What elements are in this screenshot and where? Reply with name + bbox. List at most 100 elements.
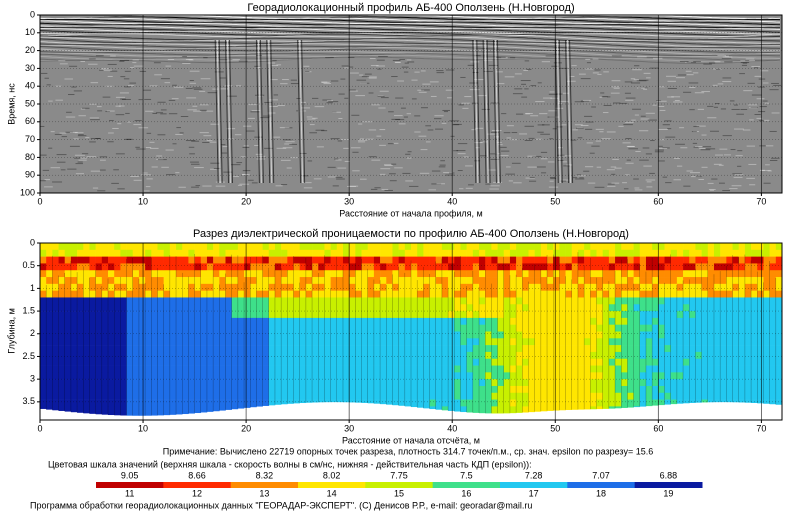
section-cell: [590, 324, 597, 332]
section-cell: [120, 392, 127, 400]
section-cell: [479, 256, 486, 264]
section-cell: [664, 317, 671, 325]
noise: [634, 114, 639, 116]
noise: [587, 182, 596, 184]
section-cell: [77, 379, 84, 387]
section-cell: [713, 331, 721, 339]
noise: [348, 66, 354, 68]
section-cell: [534, 249, 542, 257]
section-cell: [435, 345, 443, 353]
section-cell: [40, 277, 47, 285]
section-cell: [695, 263, 702, 271]
section-cell: [590, 249, 597, 257]
section-cell: [769, 351, 777, 360]
section-cell: [200, 358, 208, 366]
section-cell: [330, 365, 338, 373]
noise: [434, 118, 442, 120]
section-cell: [231, 311, 239, 319]
noise: [471, 129, 477, 131]
section-cell: [540, 351, 548, 360]
section-cell: [726, 283, 733, 291]
section-cell: [528, 324, 535, 332]
noise: [351, 114, 360, 116]
section-cell: [163, 331, 171, 339]
section-cell: [596, 311, 603, 319]
noise: [44, 186, 53, 188]
section-cell: [763, 249, 770, 257]
section-cell: [720, 243, 727, 251]
section-cell: [713, 379, 721, 387]
section-cell: [231, 379, 239, 387]
noise: [633, 178, 639, 180]
section-cell: [639, 379, 647, 387]
section-cell: [274, 304, 282, 312]
section-cell: [176, 256, 183, 264]
section-cell: [466, 385, 474, 394]
section-cell: [262, 243, 270, 251]
noise: [441, 122, 447, 124]
section-cell: [349, 331, 356, 339]
section-cell: [380, 297, 387, 305]
section-cell: [769, 304, 777, 312]
section-cell: [676, 345, 684, 353]
velocity-label: 8.32: [256, 470, 274, 480]
section-cell: [138, 290, 146, 298]
section-cell: [571, 243, 579, 251]
section-cell: [466, 399, 474, 407]
section-cell: [497, 311, 505, 319]
noise: [722, 77, 732, 79]
noise: [352, 170, 360, 172]
section-cell: [176, 283, 183, 291]
noise: [119, 92, 129, 94]
section-cell: [200, 297, 208, 305]
section-cell: [52, 263, 59, 271]
section-cell: [132, 290, 140, 298]
section-cell: [231, 399, 239, 407]
section-cell: [268, 351, 276, 360]
noise: [709, 189, 714, 191]
section-cell: [89, 365, 96, 373]
section-cell: [547, 256, 554, 264]
section-cell: [571, 263, 579, 271]
section-cell: [225, 277, 232, 285]
noise: [180, 115, 189, 117]
section-cell: [349, 277, 356, 285]
section-cell: [590, 297, 597, 305]
noise: [689, 109, 695, 111]
section-cell: [479, 324, 486, 332]
noise: [160, 109, 167, 111]
section-cell: [274, 379, 282, 387]
section-cell: [305, 351, 313, 360]
noise: [335, 159, 342, 161]
section-cell: [534, 392, 542, 400]
section-cell: [454, 385, 461, 394]
noise: [395, 97, 404, 99]
section-cell: [404, 385, 412, 394]
section-cell: [701, 358, 709, 366]
section-cell: [775, 249, 783, 257]
section-cell: [237, 345, 245, 353]
noise: [545, 55, 555, 57]
section-cell: [441, 317, 449, 325]
section-cell: [206, 399, 214, 407]
section-cell: [757, 263, 764, 271]
noise: [313, 178, 322, 180]
section-cell: [145, 351, 152, 360]
section-cell: [355, 324, 362, 332]
section-cell: [565, 385, 573, 394]
noise: [100, 68, 105, 70]
noise: [630, 82, 641, 84]
colorbar-swatch: [230, 482, 299, 488]
section-cell: [757, 399, 764, 404]
section-cell: [83, 256, 90, 264]
section-cell: [77, 392, 84, 400]
section-cell: [293, 256, 300, 264]
section-cell: [206, 311, 214, 319]
section-cell: [429, 324, 437, 332]
section-cell: [590, 372, 597, 380]
section-cell: [120, 324, 127, 332]
noise: [59, 63, 68, 65]
section-cell: [732, 379, 740, 387]
section-cell: [120, 406, 127, 414]
section-cell: [652, 338, 659, 346]
